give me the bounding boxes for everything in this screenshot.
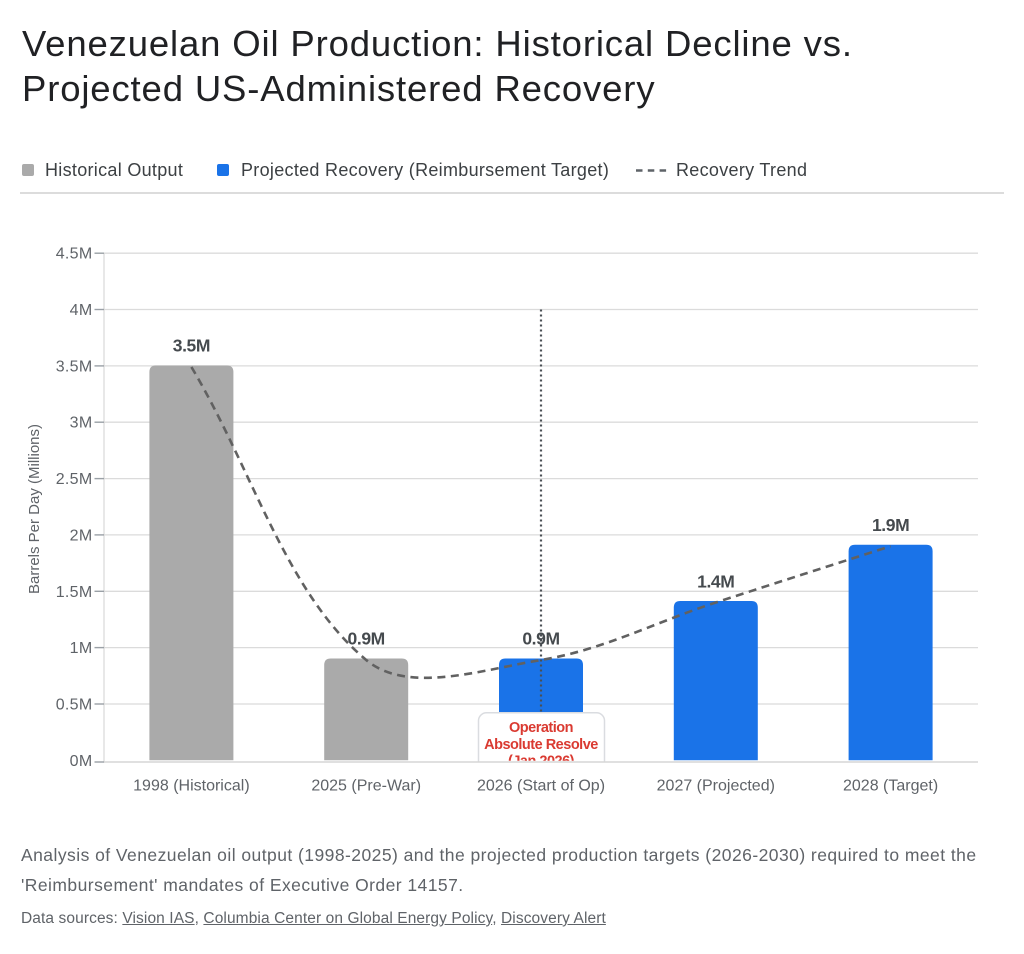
- svg-text:1998 (Historical): 1998 (Historical): [133, 778, 249, 795]
- svg-text:Barrels Per Day (Millions): Barrels Per Day (Millions): [26, 424, 43, 594]
- svg-text:4M: 4M: [70, 302, 93, 319]
- svg-text:(Jan 2026): (Jan 2026): [508, 754, 575, 770]
- svg-text:2027 (Projected): 2027 (Projected): [657, 778, 775, 795]
- svg-text:3.5M: 3.5M: [173, 335, 210, 355]
- svg-text:0.5M: 0.5M: [56, 697, 93, 714]
- svg-text:0M: 0M: [70, 753, 93, 770]
- svg-text:2026 (Start of Op): 2026 (Start of Op): [477, 778, 605, 795]
- svg-text:1.9M: 1.9M: [872, 515, 909, 535]
- svg-text:2025 (Pre-War): 2025 (Pre-War): [311, 778, 421, 795]
- svg-text:1M: 1M: [70, 640, 93, 657]
- svg-text:1.4M: 1.4M: [697, 572, 734, 592]
- svg-text:0.9M: 0.9M: [522, 628, 559, 648]
- svg-text:4.5M: 4.5M: [56, 246, 93, 263]
- svg-text:1.5M: 1.5M: [56, 584, 93, 601]
- svg-text:Operation: Operation: [509, 720, 573, 736]
- svg-text:3M: 3M: [70, 415, 93, 432]
- svg-text:3.5M: 3.5M: [56, 358, 93, 375]
- svg-text:2M: 2M: [70, 527, 93, 544]
- svg-text:2.5M: 2.5M: [56, 471, 93, 488]
- svg-text:0.9M: 0.9M: [348, 628, 385, 648]
- svg-text:Absolute Resolve: Absolute Resolve: [484, 737, 598, 753]
- svg-text:2028 (Target): 2028 (Target): [843, 778, 938, 795]
